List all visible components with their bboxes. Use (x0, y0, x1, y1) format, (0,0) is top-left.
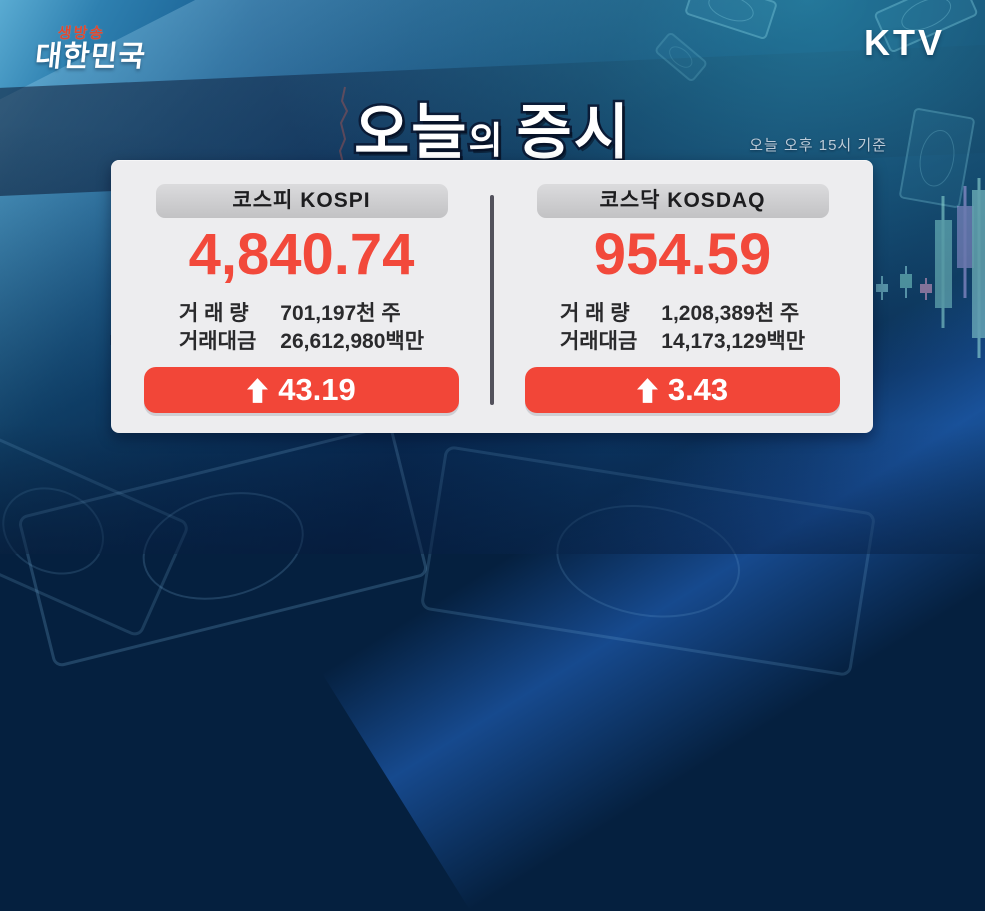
kosdaq-index-value: 954.59 (593, 222, 772, 287)
broadcast-frame: { "branding": { "program_line1": "생방송", … (0, 0, 985, 554)
timestamp-note: 오늘 오후 15시 기준 (749, 137, 887, 154)
value-label: 거래대금 (178, 330, 257, 353)
title-word: 증시 (514, 97, 631, 169)
program-logo-line1: 생방송 (56, 25, 106, 42)
page-title: 오늘의 증시 (0, 84, 985, 171)
kosdaq-change-badge: 3.43 (525, 367, 840, 413)
value-label: 거래대금 (559, 330, 638, 353)
kospi-change-badge: 43.19 (144, 367, 459, 413)
kosdaq-change-value: 3.43 (667, 372, 729, 407)
program-logo: 생방송 대한민국 (33, 25, 150, 73)
panel-divider (490, 195, 494, 405)
title-particle: 의 (466, 118, 505, 164)
background-bottom-shade (0, 424, 985, 554)
kospi-stats: 거 래 량 701,197천 주 거래대금 26,612,980백만 (179, 300, 424, 355)
market-summary-card: 코스피 KOSPI 4,840.74 거 래 량 701,197천 주 거래대금… (111, 160, 873, 433)
volume-value: 701,197천 주 (280, 302, 401, 325)
kospi-change-value: 43.19 (278, 372, 356, 407)
volume-value: 1,208,389천 주 (661, 302, 800, 325)
volume-label: 거 래 량 (178, 302, 249, 325)
kospi-panel: 코스피 KOSPI 4,840.74 거 래 량 701,197천 주 거래대금… (111, 160, 492, 433)
channel-logo-ktv: KTV (864, 22, 945, 63)
value-value: 14,173,129백만 (661, 330, 806, 353)
volume-label: 거 래 량 (559, 302, 630, 325)
up-arrow-icon (247, 377, 269, 403)
title-word: 오늘 (352, 97, 469, 169)
kospi-header-pill: 코스피 KOSPI (155, 184, 448, 218)
kospi-index-value: 4,840.74 (188, 222, 415, 287)
kosdaq-stats: 거 래 량 1,208,389천 주 거래대금 14,173,129백만 (560, 300, 805, 355)
kosdaq-header-pill: 코스닥 KOSDAQ (536, 184, 829, 218)
program-logo-line2: 대한민국 (33, 41, 148, 73)
up-arrow-icon (636, 377, 658, 403)
value-value: 26,612,980백만 (280, 330, 425, 353)
kosdaq-panel: 코스닥 KOSDAQ 954.59 거 래 량 1,208,389천 주 거래대… (492, 160, 873, 433)
